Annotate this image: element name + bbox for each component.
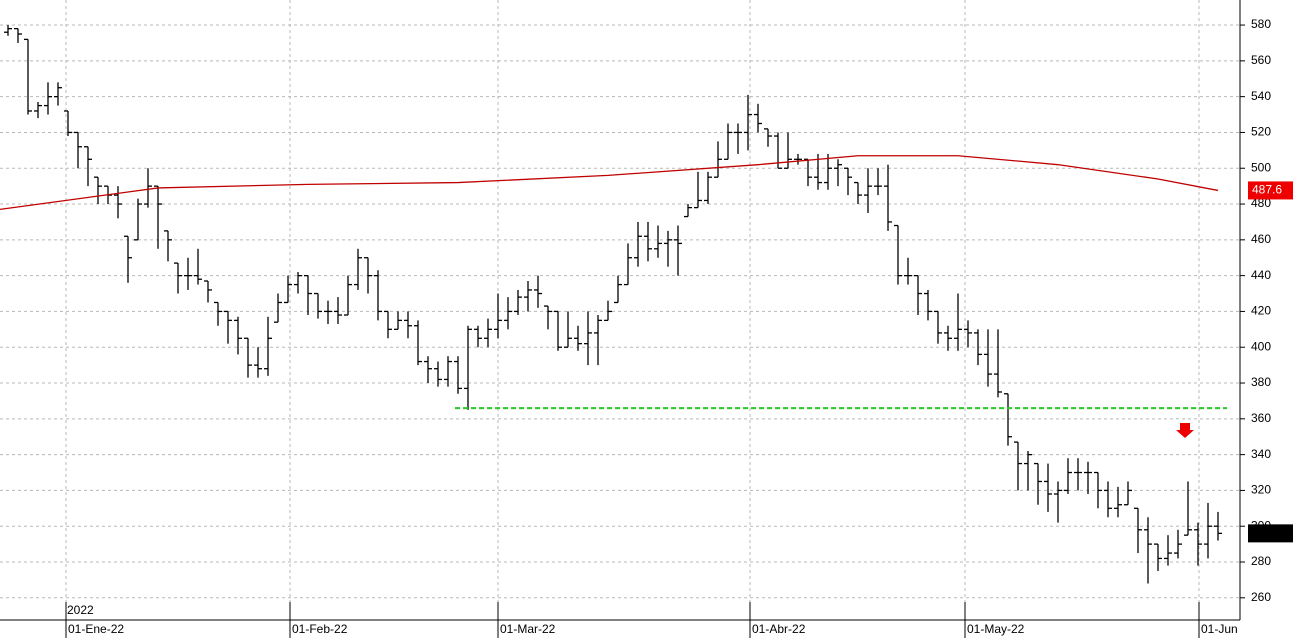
y-tick-label: 580 bbox=[1251, 17, 1271, 31]
year-label: 2022 bbox=[67, 603, 94, 617]
x-tick-label: 01-Ene-22 bbox=[68, 622, 124, 636]
x-tick-label: 01-Feb-22 bbox=[292, 622, 348, 636]
last-price-tag bbox=[1248, 524, 1293, 543]
y-tick-label: 420 bbox=[1251, 304, 1271, 318]
y-tick-label: 560 bbox=[1251, 53, 1271, 67]
y-tick-label: 440 bbox=[1251, 268, 1271, 282]
y-tick-label: 520 bbox=[1251, 125, 1271, 139]
price-tag-label: 487.6 bbox=[1252, 183, 1282, 197]
x-tick-label: 01-May-22 bbox=[967, 622, 1025, 636]
y-tick-label: 320 bbox=[1251, 483, 1271, 497]
moving-average-line bbox=[0, 155, 1219, 211]
y-tick-label: 380 bbox=[1251, 375, 1271, 389]
y-tick-label: 400 bbox=[1251, 339, 1271, 353]
signal-arrow bbox=[1176, 423, 1194, 438]
y-tick-label: 280 bbox=[1251, 554, 1271, 568]
x-tick-label: 01-Abr-22 bbox=[752, 622, 806, 636]
y-tick-label: 340 bbox=[1251, 447, 1271, 461]
price-tag bbox=[1248, 181, 1293, 200]
y-tick-label: 540 bbox=[1251, 89, 1271, 103]
y-tick-label: 260 bbox=[1251, 590, 1271, 604]
x-tick-label: 01-Jun bbox=[1201, 622, 1238, 636]
x-tick-label: 01-Mar-22 bbox=[500, 622, 556, 636]
y-tick-label: 360 bbox=[1251, 411, 1271, 425]
y-tick-label: 460 bbox=[1251, 232, 1271, 246]
y-tick-label: 500 bbox=[1251, 160, 1271, 174]
y-tick-label: 480 bbox=[1251, 196, 1271, 210]
